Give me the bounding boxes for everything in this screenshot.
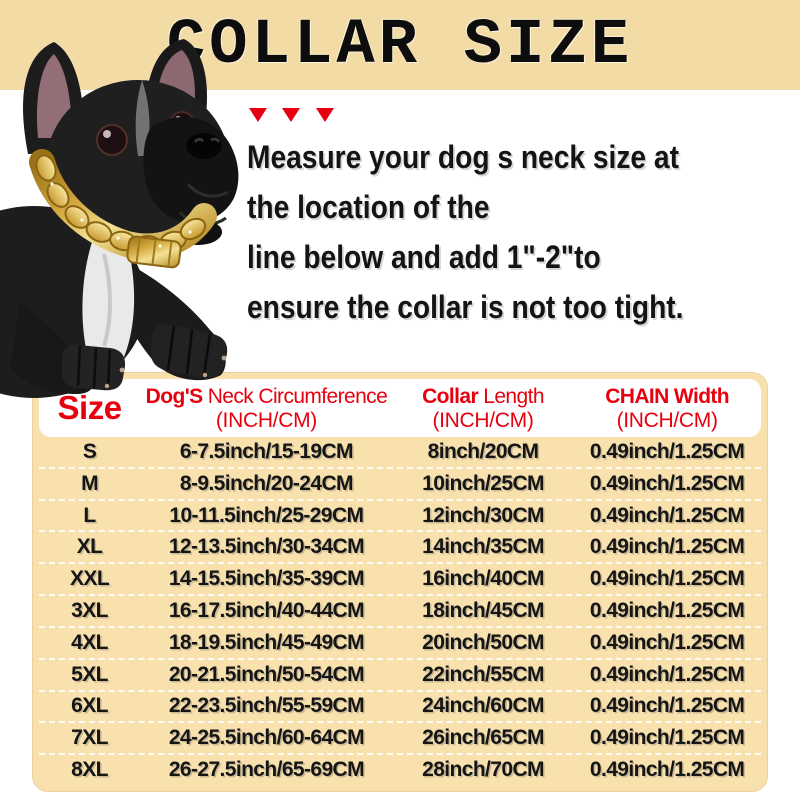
neck-cell: 20-21.5inch/50-54CM <box>168 662 365 686</box>
chain-cell: 0.49inch/1.25CM <box>589 694 745 718</box>
table-row: XXL 14-15.5inch/35-39CM 16inch/40CM 0.49… <box>39 564 761 597</box>
measure-instructions: Measure your dog s neck size at the loca… <box>247 108 777 332</box>
page-title: COLLAR SIZE <box>166 10 634 82</box>
table-row: 8XL 26-27.5inch/65-69CM 28inch/70CM 0.49… <box>39 755 761 785</box>
collar-cell: 28inch/70CM <box>422 758 544 782</box>
size-chart-table: Size Dog'S Neck Circumference (INCH/CM) … <box>32 372 768 792</box>
chain-cell: 0.49inch/1.25CM <box>589 630 745 654</box>
table-row: 4XL 18-19.5inch/45-49CM 20inch/50CM 0.49… <box>39 628 761 660</box>
size-cell: M <box>81 471 99 495</box>
neck-cell: 6-7.5inch/15-19CM <box>179 439 354 463</box>
size-cell: 3XL <box>71 598 108 622</box>
neck-cell: 26-27.5inch/65-69CM <box>168 758 365 782</box>
instruction-line: Measure your dog s neck size at <box>247 139 679 175</box>
neck-cell: 22-23.5inch/55-59CM <box>168 694 365 718</box>
chain-cell: 0.49inch/1.25CM <box>589 662 745 686</box>
size-cell: XXL <box>70 567 110 591</box>
dog-paws <box>62 324 228 391</box>
chain-cell: 0.49inch/1.25CM <box>589 567 745 591</box>
collar-cell: 8inch/20CM <box>427 439 539 463</box>
neck-cell: 10-11.5inch/25-29CM <box>169 503 364 527</box>
neck-cell: 18-19.5inch/45-49CM <box>168 630 365 654</box>
down-triangle-icon <box>282 108 301 122</box>
instruction-line: the location of the <box>247 189 490 225</box>
header-chain: CHAIN Width (INCH/CM) <box>605 384 730 432</box>
table-row: 6XL 22-23.5inch/55-59CM 24inch/60CM 0.49… <box>39 692 761 724</box>
chain-cell: 0.49inch/1.25CM <box>589 758 745 782</box>
neck-cell: 12-13.5inch/30-34CM <box>168 535 365 559</box>
size-cell: XL <box>76 535 103 559</box>
dog-photo <box>0 39 239 398</box>
chain-cell: 0.49inch/1.25CM <box>589 439 745 463</box>
chain-cell: 0.49inch/1.25CM <box>589 535 745 559</box>
instruction-line: ensure the collar is not too tight. <box>247 289 684 325</box>
table-row: 7XL 24-25.5inch/60-64CM 26inch/65CM 0.49… <box>39 723 761 756</box>
header-neck: Dog'S Neck Circumference (INCH/CM) <box>145 384 388 432</box>
collar-cell: 26inch/65CM <box>422 726 544 750</box>
title-banner: COLLAR SIZE <box>0 0 800 90</box>
collar-cell: 14inch/35CM <box>422 535 544 559</box>
collar-cell: 22inch/55CM <box>422 662 544 686</box>
table-row: M 8-9.5inch/20-24CM 10inch/25CM 0.49inch… <box>39 469 761 501</box>
chain-cell: 0.49inch/1.25CM <box>589 726 745 750</box>
size-cell: S <box>82 439 97 463</box>
table-row: 3XL 16-17.5inch/40-44CM 18inch/45CM 0.49… <box>39 596 761 628</box>
marker-row <box>249 108 777 124</box>
table-row: XL 12-13.5inch/30-34CM 14inch/35CM 0.49i… <box>39 532 761 565</box>
size-cell: 7XL <box>71 726 108 750</box>
size-cell: 8XL <box>71 758 108 782</box>
collar-cell: 12inch/30CM <box>422 503 544 527</box>
header-collar: Collar Length (INCH/CM) <box>422 384 544 432</box>
chain-cell: 0.49inch/1.25CM <box>589 598 745 622</box>
down-triangle-icon <box>249 108 267 122</box>
down-triangle-icon <box>315 108 334 122</box>
table-row: S 6-7.5inch/15-19CM 8inch/20CM 0.49inch/… <box>39 437 761 469</box>
collar-cell: 20inch/50CM <box>422 630 544 654</box>
instruction-line: line below and add 1"-2"to <box>247 239 601 275</box>
size-cell: L <box>83 503 96 527</box>
size-cell: 6XL <box>71 694 108 718</box>
header-size: Size <box>57 389 123 426</box>
instruction-text: Measure your dog s neck size at the loca… <box>247 132 713 332</box>
neck-cell: 14-15.5inch/35-39CM <box>168 567 365 591</box>
collar-cell: 16inch/40CM <box>422 567 544 591</box>
gold-chain-collar <box>29 149 217 269</box>
collar-cell: 10inch/25CM <box>422 471 544 495</box>
collar-cell: 24inch/60CM <box>422 694 544 718</box>
size-cell: 4XL <box>71 630 108 654</box>
table-row: L 10-11.5inch/25-29CM 12inch/30CM 0.49in… <box>39 501 761 533</box>
table-body: S 6-7.5inch/15-19CM 8inch/20CM 0.49inch/… <box>39 437 761 785</box>
size-cell: 5XL <box>71 662 108 686</box>
neck-cell: 24-25.5inch/60-64CM <box>168 726 365 750</box>
neck-cell: 8-9.5inch/20-24CM <box>179 471 354 495</box>
neck-cell: 16-17.5inch/40-44CM <box>168 598 365 622</box>
chain-cell: 0.49inch/1.25CM <box>589 503 745 527</box>
table-header: Size Dog'S Neck Circumference (INCH/CM) … <box>39 379 761 437</box>
chain-cell: 0.49inch/1.25CM <box>589 471 745 495</box>
table-row: 5XL 20-21.5inch/50-54CM 22inch/55CM 0.49… <box>39 660 761 692</box>
collar-cell: 18inch/45CM <box>422 598 544 622</box>
